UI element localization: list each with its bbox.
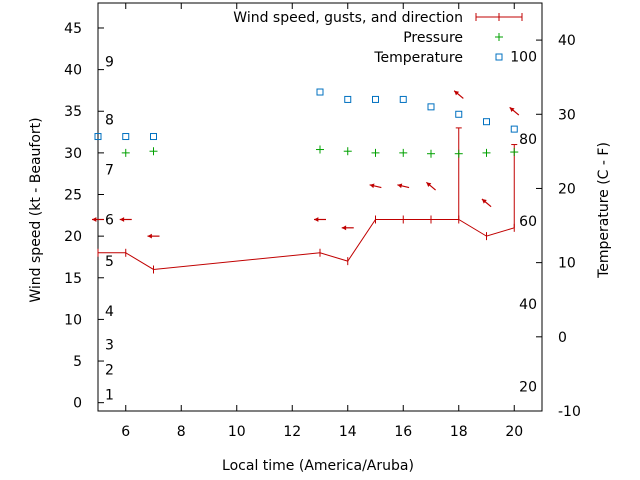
fahrenheit-label: 20	[519, 380, 537, 396]
x-tick-label: 10	[228, 424, 246, 440]
wind-direction-arrow	[426, 181, 436, 191]
legend-label-wind: Wind speed, gusts, and direction	[233, 10, 463, 26]
beaufort-label: 5	[105, 254, 114, 270]
y2-tick-label: 10	[558, 256, 576, 272]
wind-direction-arrow	[147, 233, 160, 239]
legend-swatch-temperature	[495, 53, 503, 61]
x-tick-label: 14	[339, 424, 357, 440]
x-tick-label: 6	[121, 424, 130, 440]
y2-tick-label: -10	[558, 404, 581, 420]
y-axis-label: Wind speed (kt - Beaufort)	[28, 117, 44, 302]
wind-direction-arrow	[397, 183, 410, 189]
beaufort-label: 1	[105, 387, 114, 403]
y-tick-label: 40	[64, 63, 82, 79]
temperature-point	[94, 133, 102, 141]
plot-frame-layer	[97, 2, 543, 412]
y-tick-label: 30	[64, 146, 82, 162]
x-tick-label: 20	[505, 424, 523, 440]
y-tick-label: 25	[64, 188, 82, 204]
legend-label-temperature: Temperature	[373, 50, 463, 66]
pressure-point	[149, 147, 158, 156]
pressure-point	[482, 148, 491, 157]
temperature-point	[150, 133, 157, 141]
temperature-point	[399, 95, 407, 103]
pressure-point	[399, 148, 408, 157]
fahrenheit-label: 40	[519, 297, 537, 313]
wind-direction-arrow	[92, 217, 104, 222]
y-tick-label: 45	[64, 21, 82, 37]
pressure-point	[454, 149, 463, 158]
wind-direction-arrow	[369, 183, 382, 189]
pressure-point	[371, 148, 380, 157]
wind-speed-line	[98, 218, 515, 270]
y-tick-label: 35	[64, 104, 82, 120]
y2-axis-label: Temperature (C - F)	[596, 142, 612, 279]
pressure-point	[343, 147, 352, 156]
temperature-point	[427, 103, 435, 111]
legend: Wind speed, gusts, and direction Pressur…	[233, 10, 523, 66]
fahrenheit-label: 60	[519, 214, 537, 230]
beaufort-label: 9	[105, 54, 114, 70]
legend-swatch-wind	[475, 13, 523, 21]
beaufort-label: 2	[105, 362, 114, 378]
wind-direction-arrow	[341, 225, 354, 231]
beaufort-label: 4	[105, 304, 114, 320]
temperature-point	[483, 118, 490, 126]
y-tick-label: 10	[64, 312, 82, 328]
beaufort-label: 7	[105, 163, 114, 179]
x-tick-label: 16	[394, 424, 412, 440]
temperature-point	[122, 133, 130, 141]
wind-direction-arrow	[481, 198, 492, 208]
plot-frame	[97, 2, 543, 412]
pressure-point	[510, 148, 519, 157]
wind-direction-arrow	[509, 106, 520, 116]
fahrenheit-label: 100	[510, 49, 537, 65]
x-axis-label: Local time (America/Aruba)	[222, 458, 414, 474]
pressure-point	[316, 145, 324, 154]
y-tick-label: 5	[73, 354, 82, 370]
y-tick-label: 20	[64, 229, 82, 245]
x-tick-label: 12	[283, 424, 301, 440]
fahrenheit-label: 80	[519, 132, 537, 148]
wind-direction-arrow	[119, 217, 132, 222]
legend-label-pressure: Pressure	[403, 30, 463, 46]
wind-direction-arrow	[314, 217, 326, 222]
y-tick-label: 15	[64, 271, 82, 287]
pressure-point	[427, 149, 435, 158]
y2-tick-label: 0	[558, 330, 567, 346]
beaufort-label: 6	[105, 212, 114, 228]
label-layer: 6 8 10 12 14 16 18 20051015202530354045-1001020…	[64, 21, 581, 440]
y2-tick-label: 40	[558, 33, 576, 49]
series-layer	[92, 88, 520, 274]
y2-tick-label: 30	[558, 107, 576, 123]
temperature-point	[372, 95, 379, 103]
y2-tick-label: 20	[558, 181, 576, 197]
temperature-point	[344, 95, 352, 103]
y-tick-label: 0	[73, 396, 82, 412]
legend-swatch-pressure	[495, 33, 503, 41]
x-tick-label: 18	[450, 424, 468, 440]
temperature-point	[455, 110, 463, 118]
pressure-point	[121, 148, 130, 157]
wind-direction-arrow	[453, 90, 464, 99]
beaufort-label: 8	[105, 113, 114, 129]
temperature-point	[510, 125, 518, 133]
x-tick-label: 8	[177, 424, 186, 440]
beaufort-label: 3	[105, 337, 114, 353]
temperature-point	[316, 88, 324, 96]
